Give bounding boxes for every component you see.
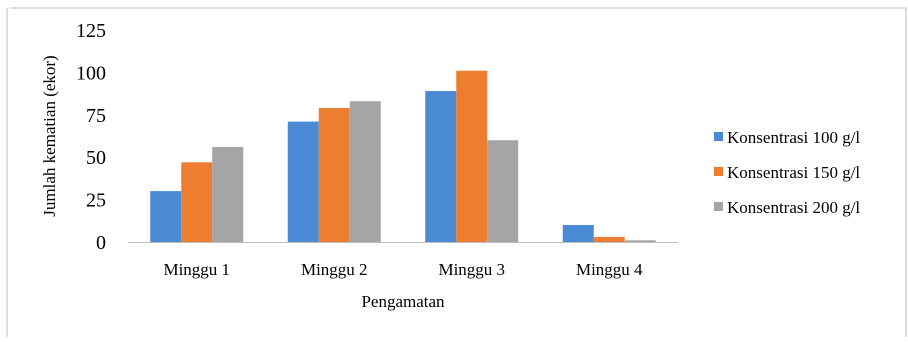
y-tick-label: 100 [76,62,106,84]
y-tick-label: 25 [86,190,106,212]
x-axis-categories: Minggu 1 Minggu 2 Minggu 3 Minggu 4 [163,260,643,279]
y-tick-label: 0 [96,232,106,254]
bar [624,240,656,242]
bar [212,147,244,242]
y-axis-title: Jumlah kematian (ekor) [40,55,59,216]
x-category-label: Minggu 2 [301,260,368,279]
bar [287,121,319,242]
legend-swatch [714,132,723,141]
legend-label: Konsentrasi 150 g/l [727,163,860,182]
x-category-label: Minggu 1 [163,260,230,279]
y-tick-label: 125 [76,20,106,42]
legend-label: Konsentrasi 200 g/l [727,198,860,217]
y-tick-label: 75 [86,105,106,127]
legend-label: Konsentrasi 100 g/l [727,128,860,147]
bar [425,91,457,242]
bar [318,108,350,243]
legend-swatch [714,167,723,176]
x-axis-title: Pengamatan [361,292,445,311]
chart-border [10,7,907,337]
bar [593,236,625,242]
bars [150,70,656,243]
bar [181,162,213,242]
bar [150,191,182,242]
y-tick-label: 50 [86,147,106,169]
bar [487,140,519,242]
legend-swatch [714,202,723,211]
x-category-label: Minggu 4 [576,260,643,279]
bar [562,225,594,242]
legend: Konsentrasi 100 g/l Konsentrasi 150 g/l Ko… [714,128,860,217]
bar [456,70,488,242]
bar [349,101,381,243]
y-axis-ticks: 0 25 50 75 100 125 [76,20,106,254]
x-category-label: Minggu 3 [438,260,505,279]
